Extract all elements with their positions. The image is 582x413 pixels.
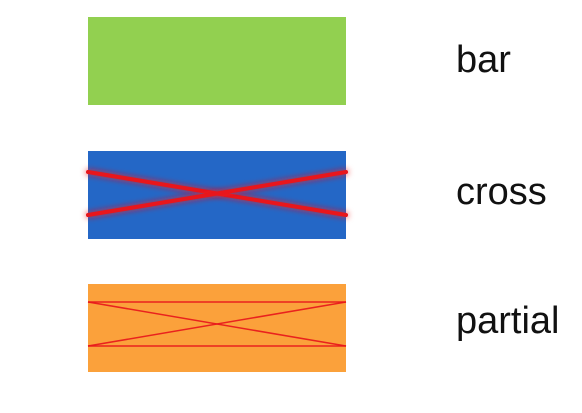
cross-label: cross xyxy=(456,171,547,213)
partial-block xyxy=(88,284,346,372)
bar-group xyxy=(26,17,404,105)
partial-group xyxy=(26,284,404,372)
bar-block xyxy=(88,17,346,105)
partial-thin-cross-up xyxy=(87,301,347,347)
partial-label: partial xyxy=(456,300,560,342)
bar-label: bar xyxy=(456,39,511,81)
cross-group xyxy=(26,151,404,239)
cross-wire-diagonal-up xyxy=(86,170,348,217)
